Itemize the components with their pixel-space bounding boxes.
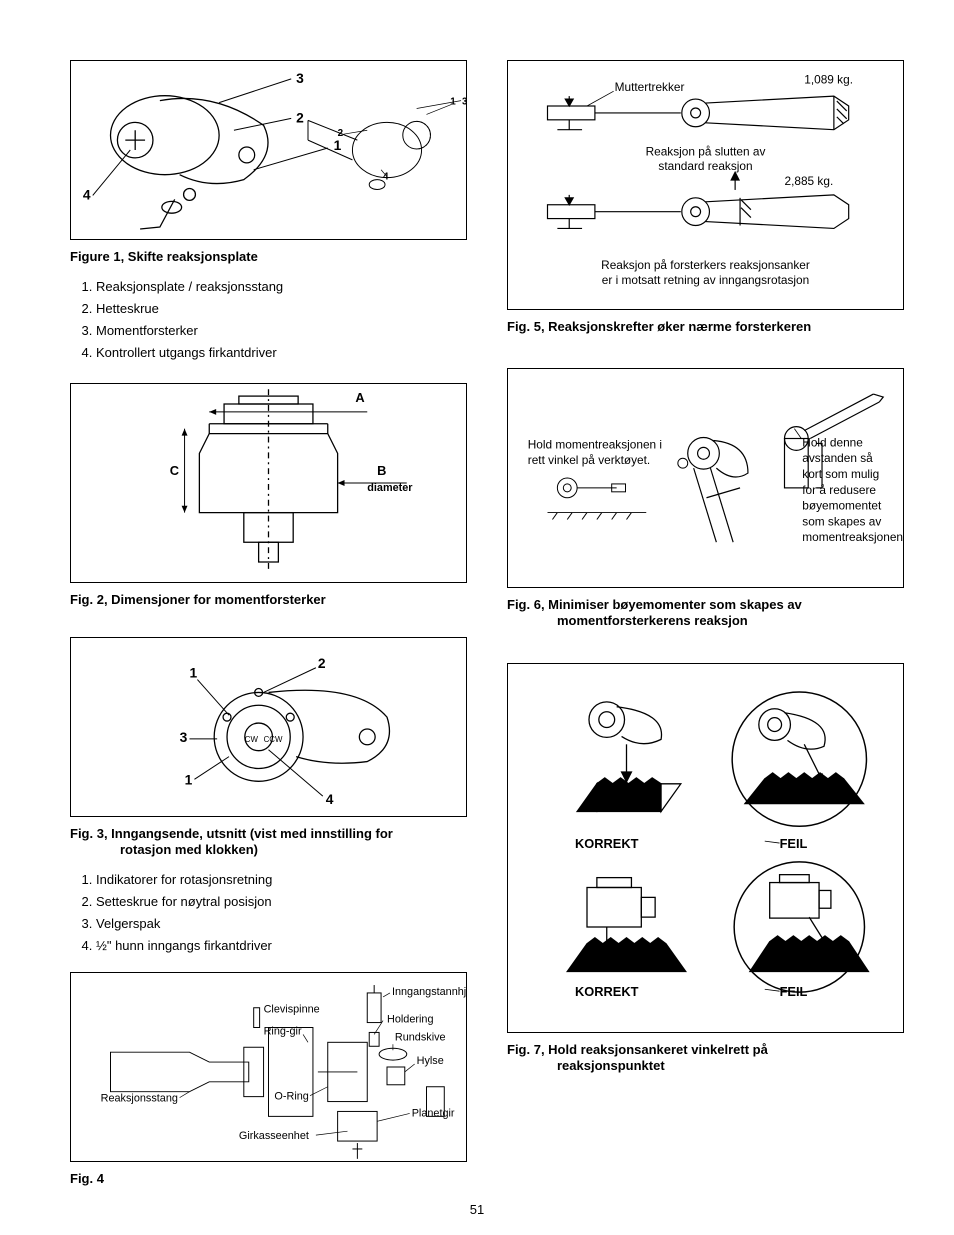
figure-2-box: A B diameter C [70, 383, 467, 583]
fig1-label-2: 2 [296, 109, 304, 125]
fig4-reaksjonsstang: Reaksjonsstang [101, 1092, 178, 1104]
figure-3-svg: CW CCW 1 2 3 1 4 [71, 638, 466, 816]
fig7-cap-line1: Fig. 7, Hold reaksjonsankeret vinkelrett… [507, 1042, 768, 1057]
fig3-label-3: 3 [180, 729, 188, 745]
page-number: 51 [470, 1202, 484, 1217]
figure-7-box: KORREKT FEIL [507, 663, 904, 1033]
fig2-label-C: C [170, 463, 179, 478]
right-column: Muttertrekker 1,089 kg. Reaksjon på slut… [507, 60, 904, 1195]
fig4-hylse: Hylse [417, 1055, 444, 1067]
fig7-feil-1: FEIL [780, 836, 808, 851]
fig4-planetgir: Planetgir [412, 1107, 455, 1119]
fig3-part-4: ½" hunn inngangs firkantdriver [96, 935, 467, 957]
fig4-rundskive: Rundskive [395, 1031, 446, 1043]
figure-4-box: Inngangstannhjul Clevispinne Holdering R… [70, 972, 467, 1162]
fig6-r3: kort som mulig [802, 467, 879, 481]
fig1-label-1: 1 [334, 137, 342, 153]
figure-1-parts-list: Reaksjonsplate / reaksjonsstang Hetteskr… [70, 276, 467, 364]
fig7-korrekt-2: KORREKT [575, 984, 639, 999]
fig2-label-B: B [377, 463, 386, 478]
figure-1-caption: Figure 1, Skifte reaksjonsplate [70, 248, 467, 266]
figure-1-box: 3 2 1 4 1 3 2 4 [70, 60, 467, 240]
fig3-cw: CW [245, 735, 259, 744]
figure-7-svg: KORREKT FEIL [508, 664, 903, 1032]
fig1-part-2: Hetteskrue [96, 298, 467, 320]
left-column: 3 2 1 4 1 3 2 4 Figure 1, Sk [70, 60, 467, 1195]
fig3-part-2: Setteskrue for nøytral posisjon [96, 891, 467, 913]
fig7-feil-2: FEIL [780, 984, 808, 999]
fig1-part-3: Momentforsterker [96, 320, 467, 342]
figure-2-svg: A B diameter C [71, 384, 466, 582]
fig6-left1: Hold momentreaksjonen i [528, 438, 662, 452]
figure-5-caption: Fig. 5, Reaksjonskrefter øker nærme fors… [507, 318, 904, 336]
figure-6-box: Hold momentreaksjonen i rett vinkel på v… [507, 368, 904, 588]
fig3-cap-line2: rotasjon med klokken) [70, 841, 467, 859]
fig1-part-1: Reaksjonsplate / reaksjonsstang [96, 276, 467, 298]
fig6-r5: bøyemomentet [802, 499, 882, 513]
fig5-muttertrekker: Muttertrekker [615, 80, 685, 94]
fig3-label-1b: 1 [185, 771, 193, 787]
fig3-ccw: CCW [264, 735, 283, 744]
fig1-label-3: 3 [296, 70, 304, 86]
figure-5-box: Muttertrekker 1,089 kg. Reaksjon på slut… [507, 60, 904, 310]
fig6-r4: for å redusere [802, 483, 876, 497]
fig4-ringgir: Ring-gir [264, 1025, 302, 1037]
fig1-label-4: 4 [83, 186, 91, 202]
fig4-clevispinne: Clevispinne [264, 1003, 320, 1015]
fig6-r7: momentreaksjonen. [802, 530, 903, 544]
figure-4-caption: Fig. 4 [70, 1170, 467, 1188]
fig4-inngangstannhjul: Inngangstannhjul [392, 985, 466, 997]
fig5-line2: standard reaksjon [658, 159, 752, 173]
fig7-cap-line2: reaksjonspunktet [507, 1057, 904, 1075]
figure-6-svg: Hold momentreaksjonen i rett vinkel på v… [508, 369, 903, 587]
figure-3-caption: Fig. 3, Inngangsende, utsnitt (vist med … [70, 825, 467, 859]
figure-1-svg: 3 2 1 4 1 3 2 4 [71, 61, 466, 239]
fig3-label-2: 2 [318, 655, 326, 671]
figure-3-box: CW CCW 1 2 3 1 4 [70, 637, 467, 817]
figure-2-caption: Fig. 2, Dimensjoner for momentforsterker [70, 591, 467, 609]
fig4-holdering: Holdering [387, 1013, 433, 1025]
fig6-r2: avstanden så [802, 451, 873, 465]
fig1b-label-2: 2 [338, 128, 344, 139]
fig5-kg2: 2,885 kg. [785, 174, 834, 188]
fig5-kg1: 1,089 kg. [804, 72, 853, 86]
figure-3-parts-list: Indikatorer for rotasjonsretning Settesk… [70, 869, 467, 957]
fig5-line1: Reaksjon på slutten av [646, 144, 766, 158]
fig3-part-3: Velgerspak [96, 913, 467, 935]
fig3-cap-line1: Fig. 3, Inngangsende, utsnitt (vist med … [70, 826, 393, 841]
fig7-korrekt-1: KORREKT [575, 836, 639, 851]
fig6-left2: rett vinkel på verktøyet. [528, 453, 650, 467]
fig3-label-1a: 1 [190, 664, 198, 680]
fig5-bottom2: er i motsatt retning av inngangsrotasjon [602, 273, 809, 287]
figure-5-svg: Muttertrekker 1,089 kg. Reaksjon på slut… [508, 61, 903, 309]
fig2-label-A: A [355, 390, 364, 405]
fig1-part-4: Kontrollert utgangs firkantdriver [96, 342, 467, 364]
fig6-r6: som skapes av [802, 515, 881, 529]
figure-4-svg: Inngangstannhjul Clevispinne Holdering R… [71, 973, 466, 1161]
fig3-label-4: 4 [326, 791, 334, 807]
fig5-bottom1: Reaksjon på forsterkers reaksjonsanker [601, 258, 810, 272]
fig3-part-1: Indikatorer for rotasjonsretning [96, 869, 467, 891]
fig6-r1: Hold denne [802, 436, 863, 450]
fig6-cap-line2: momentforsterkerens reaksjon [507, 612, 904, 630]
fig6-cap-line1: Fig. 6, Minimiser bøyemomenter som skape… [507, 597, 802, 612]
fig2-label-diameter: diameter [367, 481, 413, 493]
fig4-girkasseenhet: Girkasseenhet [239, 1130, 309, 1142]
page-layout: 3 2 1 4 1 3 2 4 Figure 1, Sk [70, 60, 904, 1195]
figure-6-caption: Fig. 6, Minimiser bøyemomenter som skape… [507, 596, 904, 630]
fig1b-label-3: 3 [462, 97, 466, 108]
fig4-oring: O-Ring [274, 1090, 308, 1102]
figure-7-caption: Fig. 7, Hold reaksjonsankeret vinkelrett… [507, 1041, 904, 1075]
